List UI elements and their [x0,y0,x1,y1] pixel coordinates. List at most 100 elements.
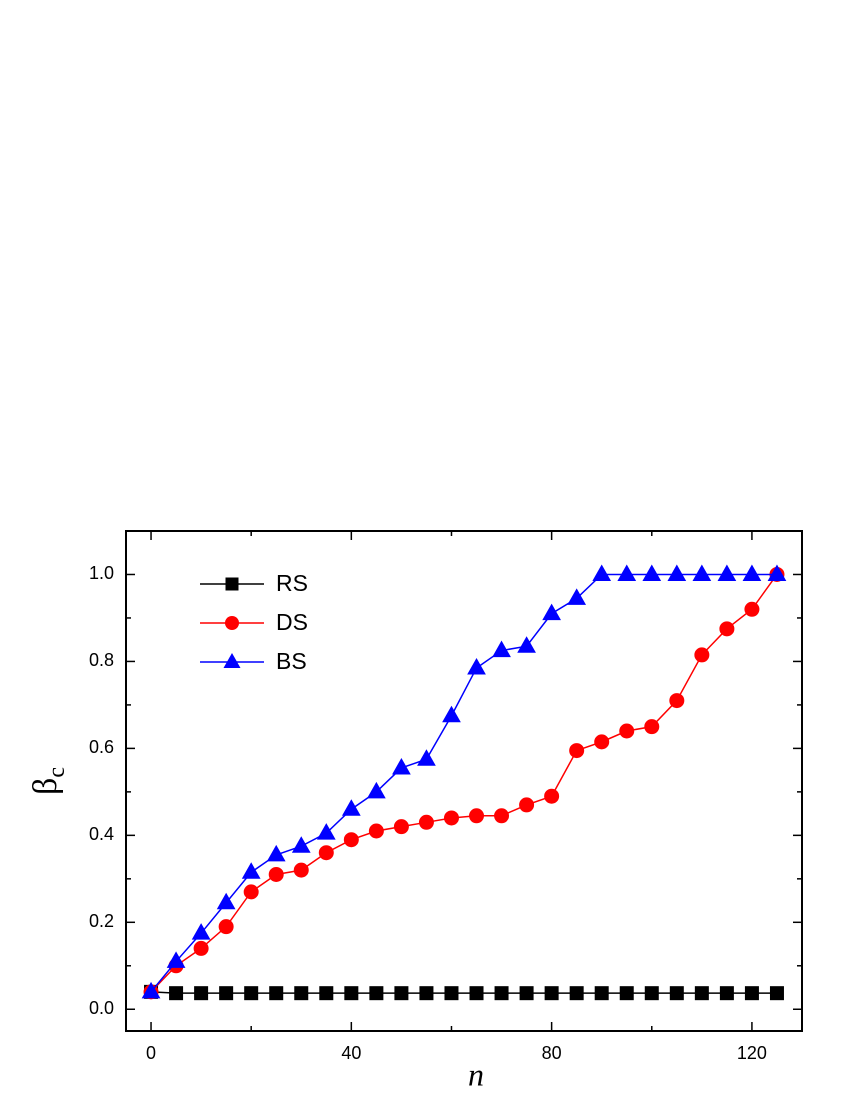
marker [269,986,284,1001]
plot-frame [125,530,803,1032]
marker [642,564,662,581]
marker [291,836,311,853]
marker [767,564,787,581]
marker [469,808,485,824]
legend-marker [223,653,241,668]
x-tick-label: 40 [341,1043,361,1063]
marker [294,986,309,1001]
y-tick-label: 1.0 [89,563,114,583]
marker [318,845,334,861]
marker [594,734,610,750]
marker [169,986,184,1001]
marker [744,601,760,617]
legend-marker [225,577,239,591]
marker [141,981,161,999]
marker [592,564,612,581]
y-tick-label: 0.0 [89,998,114,1018]
marker [268,866,284,882]
x-axis-label: n [468,1056,484,1092]
y-tick-label: 0.8 [89,650,114,670]
marker [443,810,459,826]
marker [419,986,434,1001]
y-axis-label: βc [27,767,70,795]
legend-label: RS [276,570,308,596]
marker [319,986,334,1001]
legend-symbol [223,653,241,668]
x-tick-label: 0 [146,1043,156,1063]
marker [569,986,584,1001]
marker [417,749,436,766]
marker [191,923,211,940]
marker [619,723,635,739]
marker [266,844,286,862]
legend-marker [225,616,239,630]
marker [218,919,234,935]
marker [519,797,535,813]
marker [343,832,359,848]
marker [193,940,209,956]
series-line [150,574,778,993]
marker [293,862,309,878]
legend-label: BS [276,648,307,674]
marker [542,603,561,621]
marker [216,892,236,910]
marker [544,986,559,1001]
marker [469,986,484,1001]
marker [694,986,709,1001]
marker [694,647,710,663]
marker [617,564,637,581]
marker [316,823,336,840]
marker [619,986,634,1001]
marker [241,862,261,879]
marker [494,986,509,1001]
marker [769,986,784,1001]
y-tick-label: 0.2 [89,911,114,931]
marker [644,719,660,735]
marker [519,986,534,1001]
marker [367,781,386,799]
marker [742,564,762,581]
marker [244,986,259,1001]
y-axis-symbol: β [27,778,64,795]
x-tick-label: 80 [542,1043,562,1063]
marker [517,636,536,653]
marker [442,705,461,723]
marker [344,986,359,1001]
marker [368,823,384,839]
marker [194,986,209,1001]
marker [166,951,186,968]
marker [341,799,361,816]
marker [669,693,685,709]
marker [719,986,734,1001]
marker [692,564,712,581]
marker [544,788,560,804]
legend-symbol [225,577,239,591]
marker [444,986,459,1001]
marker [569,743,585,759]
marker [393,819,409,835]
marker [669,986,684,1001]
marker [744,986,759,1001]
marker [717,564,737,581]
y-tick-label: 0.6 [89,737,114,757]
marker [392,757,411,775]
marker [243,884,259,900]
marker [467,657,486,675]
marker [719,621,735,637]
y-axis-subscript: c [44,767,70,778]
marker [219,986,234,1001]
legend-label: DS [276,609,308,635]
marker [667,564,687,581]
x-tick-label: 120 [737,1043,767,1063]
legend-symbol [225,616,239,630]
marker [369,986,384,1001]
marker [394,986,409,1001]
marker [567,588,587,605]
marker [494,808,510,824]
marker [492,640,511,658]
marker [594,986,609,1001]
series-line [150,573,777,993]
y-tick-label: 0.4 [89,824,114,844]
marker [644,986,659,1001]
